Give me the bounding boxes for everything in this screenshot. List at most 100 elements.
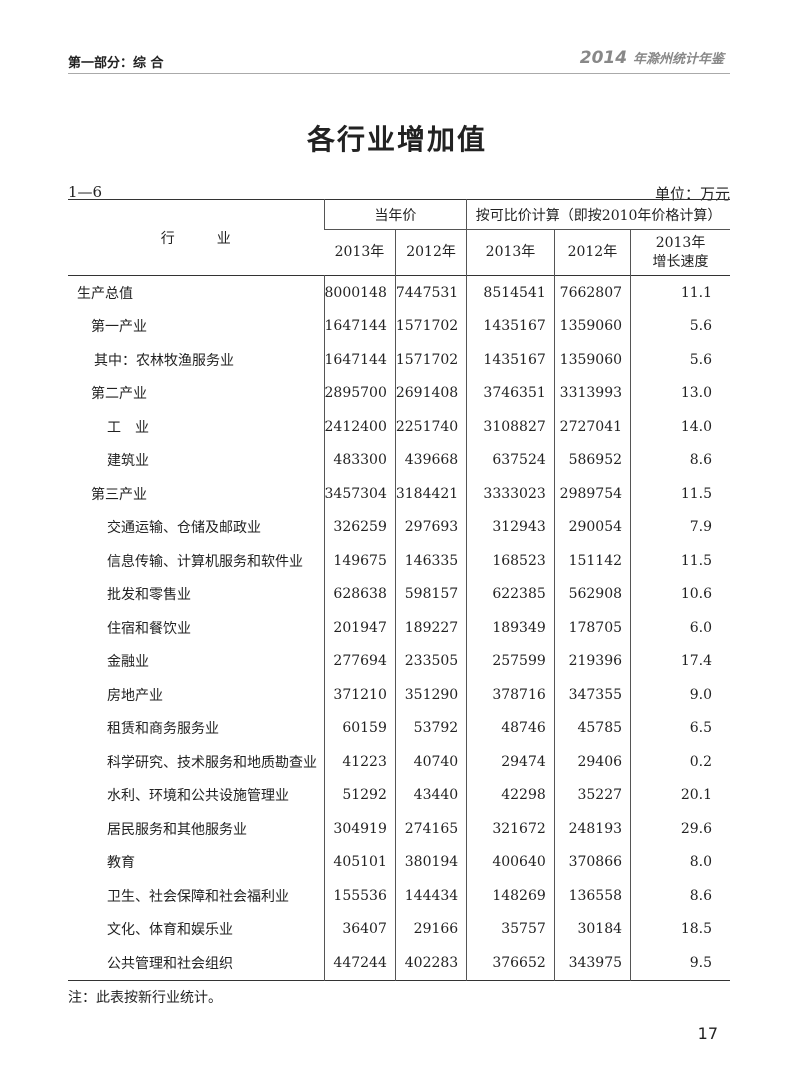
growth-rate: 8.6: [630, 443, 730, 477]
value-2013-current: 3457304: [323, 477, 396, 511]
growth-rate: 6.5: [630, 711, 730, 745]
value-2013-current: 628638: [323, 577, 396, 611]
value-2012-comparable: 248193: [553, 812, 631, 846]
value-2012-current: 144434: [394, 879, 467, 913]
growth-rate: 29.6: [630, 812, 730, 846]
value-2013-current: 2412400: [323, 410, 396, 444]
table-row: 金融业 277694 233505 257599 219396 17.4: [68, 644, 730, 678]
value-2013-comparable: 376652: [466, 946, 555, 980]
industry-name: 其中：农林牧渔服务业: [94, 352, 234, 369]
value-2012-comparable: 219396: [553, 644, 631, 678]
value-2013-comparable: 321672: [466, 812, 555, 846]
growth-rate: 6.0: [630, 611, 730, 645]
value-2012-current: 2691408: [394, 376, 467, 410]
table-row: 水利、环境和公共设施管理业 51292 43440 42298 35227 20.1: [68, 778, 730, 812]
value-2012-current: 402283: [394, 946, 467, 980]
current-price-header: 当年价: [323, 199, 467, 230]
yearbook-year: 2014: [579, 48, 628, 68]
growth-rate: 11.5: [630, 544, 730, 578]
value-2013-comparable: 622385: [466, 577, 555, 611]
table-row: 住宿和餐饮业 201947 189227 189349 178705 6.0: [68, 611, 730, 645]
value-2012-comparable: 151142: [553, 544, 631, 578]
value-2013-comparable: 35757: [466, 912, 555, 946]
column-header: 2013年 增长速度: [630, 229, 730, 276]
value-2012-current: 1571702: [394, 309, 467, 343]
value-2012-current: 2251740: [394, 410, 467, 444]
industry-name: 卫生、社会保障和社会福利业: [107, 888, 289, 905]
table-row: 其中：农林牧渔服务业 1647144 1571702 1435167 1359060 5.…: [68, 343, 730, 377]
comparable-price-header: 按可比价计算（即按2010年价格计算）: [466, 199, 730, 230]
value-2012-comparable: 1359060: [553, 343, 631, 377]
table-row: 建筑业 483300 439668 637524 586952 8.6: [68, 443, 730, 477]
value-2013-comparable: 8514541: [466, 275, 555, 310]
growth-rate: 14.0: [630, 410, 730, 444]
value-2013-current: 304919: [323, 812, 396, 846]
industry-name: 工 业: [107, 419, 149, 436]
value-2013-current: 2895700: [323, 376, 396, 410]
column-header: 2012年: [394, 229, 467, 276]
table-row: 卫生、社会保障和社会福利业 155536 144434 148269 136558 8.6: [68, 879, 730, 913]
value-2013-comparable: 312943: [466, 510, 555, 544]
yearbook-title: 2014 年滁州统计年鉴: [580, 48, 724, 68]
value-2012-comparable: 562908: [553, 577, 631, 611]
value-2012-current: 351290: [394, 678, 467, 712]
value-2012-comparable: 7662807: [553, 275, 631, 310]
industry-name: 居民服务和其他服务业: [107, 821, 247, 838]
unit-label: 单位：万元: [654, 185, 730, 203]
value-2013-comparable: 168523: [466, 544, 555, 578]
industry-name: 批发和零售业: [107, 587, 191, 604]
industry-name: 交通运输、仓储及邮政业: [107, 520, 261, 537]
value-2013-current: 447244: [323, 946, 396, 980]
value-2013-comparable: 29474: [466, 745, 555, 779]
industry-name: 第二产业: [91, 386, 147, 403]
value-2013-comparable: 257599: [466, 644, 555, 678]
value-2013-current: 326259: [323, 510, 396, 544]
value-2013-current: 41223: [323, 745, 396, 779]
value-2012-current: 7447531: [394, 275, 467, 310]
value-2012-comparable: 30184: [553, 912, 631, 946]
value-2012-current: 146335: [394, 544, 467, 578]
value-2013-comparable: 378716: [466, 678, 555, 712]
value-2013-current: 483300: [323, 443, 396, 477]
growth-rate: 11.1: [630, 275, 730, 310]
industry-name: 建筑业: [107, 453, 149, 470]
industry-name: 信息传输、计算机服务和软件业: [107, 553, 303, 570]
table-row: 居民服务和其他服务业 304919 274165 321672 248193 29.6: [68, 812, 730, 846]
table-row: 信息传输、计算机服务和软件业 149675 146335 168523 151142 11…: [68, 544, 730, 578]
value-2012-comparable: 136558: [553, 879, 631, 913]
table-row: 生产总值 8000148 7447531 8514541 7662807 11.1: [68, 275, 730, 310]
industry-name: 租赁和商务服务业: [107, 721, 219, 738]
growth-rate: 7.9: [630, 510, 730, 544]
value-2012-comparable: 370866: [553, 845, 631, 879]
value-2013-comparable: 1435167: [466, 343, 555, 377]
value-2013-current: 1647144: [323, 343, 396, 377]
column-header: 2013年: [466, 229, 555, 276]
value-2012-current: 3184421: [394, 477, 467, 511]
industry-name: 教育: [107, 855, 135, 872]
growth-rate: 5.6: [630, 343, 730, 377]
value-2013-current: 405101: [323, 845, 396, 879]
growth-rate: 9.5: [630, 946, 730, 980]
growth-rate: 20.1: [630, 778, 730, 812]
value-2013-current: 36407: [323, 912, 396, 946]
value-2013-current: 8000148: [323, 275, 396, 310]
value-2013-comparable: 42298: [466, 778, 555, 812]
table-row: 科学研究、技术服务和地质勘查业 41223 40740 29474 29406 0.2: [68, 745, 730, 779]
table-row: 租赁和商务服务业 60159 53792 48746 45785 6.5: [68, 711, 730, 745]
table-note: 注：此表按新行业统计。: [68, 990, 222, 1006]
industry-name: 生产总值: [77, 285, 133, 302]
value-2013-current: 155536: [323, 879, 396, 913]
value-2012-current: 189227: [394, 611, 467, 645]
value-2013-comparable: 3746351: [466, 376, 555, 410]
value-2013-comparable: 637524: [466, 443, 555, 477]
value-2012-current: 598157: [394, 577, 467, 611]
value-2013-comparable: 1435167: [466, 309, 555, 343]
growth-rate: 8.6: [630, 879, 730, 913]
value-2012-comparable: 343975: [553, 946, 631, 980]
table-row: 批发和零售业 628638 598157 622385 562908 10.6: [68, 577, 730, 611]
page-number: 17: [697, 1024, 718, 1043]
growth-rate: 8.0: [630, 845, 730, 879]
value-2013-current: 1647144: [323, 309, 396, 343]
value-2013-comparable: 3108827: [466, 410, 555, 444]
industry-value-added-table: 行 业 当年价 按可比价计算（即按2010年价格计算） 2013年 2012年 20…: [68, 199, 730, 981]
